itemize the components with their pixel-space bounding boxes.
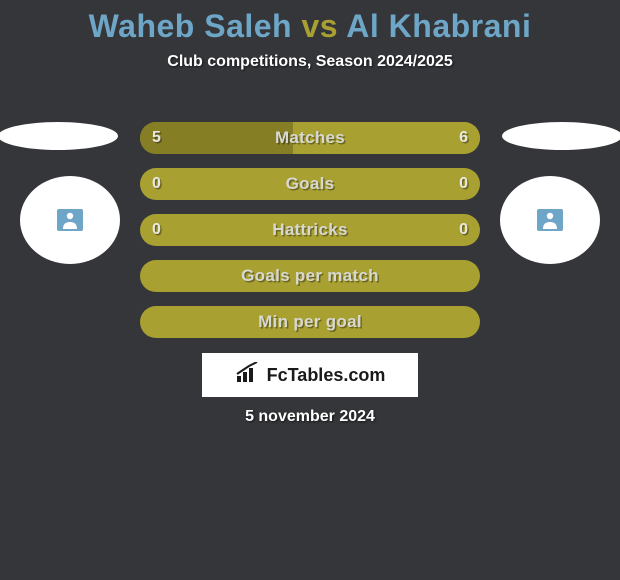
logo-box: FcTables.com	[202, 353, 418, 397]
player1-avatar	[20, 176, 120, 264]
stat-value-right: 6	[459, 129, 468, 147]
stat-fill-left	[140, 122, 293, 154]
subtitle: Club competitions, Season 2024/2025	[0, 53, 620, 71]
player-icon	[57, 209, 83, 231]
stat-row: 0 0 Hattricks	[140, 214, 480, 246]
stat-row: 0 0 Goals	[140, 168, 480, 200]
stat-value-left: 5	[152, 129, 161, 147]
stat-label: Goals	[286, 174, 335, 194]
page-title: Waheb Saleh vs Al Khabrani	[0, 0, 620, 45]
player2-avatar	[500, 176, 600, 264]
stat-value-left: 0	[152, 221, 161, 239]
stat-row: Goals per match	[140, 260, 480, 292]
stat-value-right: 0	[459, 175, 468, 193]
title-vs: vs	[301, 8, 338, 44]
logo-text: FcTables.com	[267, 365, 386, 386]
title-player1: Waheb Saleh	[89, 8, 292, 44]
decor-ellipse-right	[502, 122, 620, 150]
stat-value-left: 0	[152, 175, 161, 193]
stats-container: 5 6 Matches 0 0 Goals 0 0 Hattricks Goals per mat…	[140, 122, 480, 338]
stat-label: Min per goal	[258, 312, 362, 332]
date-text: 5 november 2024	[0, 408, 620, 426]
stat-row: 5 6 Matches	[140, 122, 480, 154]
decor-ellipse-left	[0, 122, 118, 150]
stat-label: Matches	[275, 128, 345, 148]
stat-label: Goals per match	[241, 266, 379, 286]
stat-value-right: 0	[459, 221, 468, 239]
player-icon	[537, 209, 563, 231]
logo-chart-icon	[235, 362, 261, 389]
stat-row: Min per goal	[140, 306, 480, 338]
title-player2: Al Khabrani	[346, 8, 531, 44]
stat-label: Hattricks	[272, 220, 347, 240]
